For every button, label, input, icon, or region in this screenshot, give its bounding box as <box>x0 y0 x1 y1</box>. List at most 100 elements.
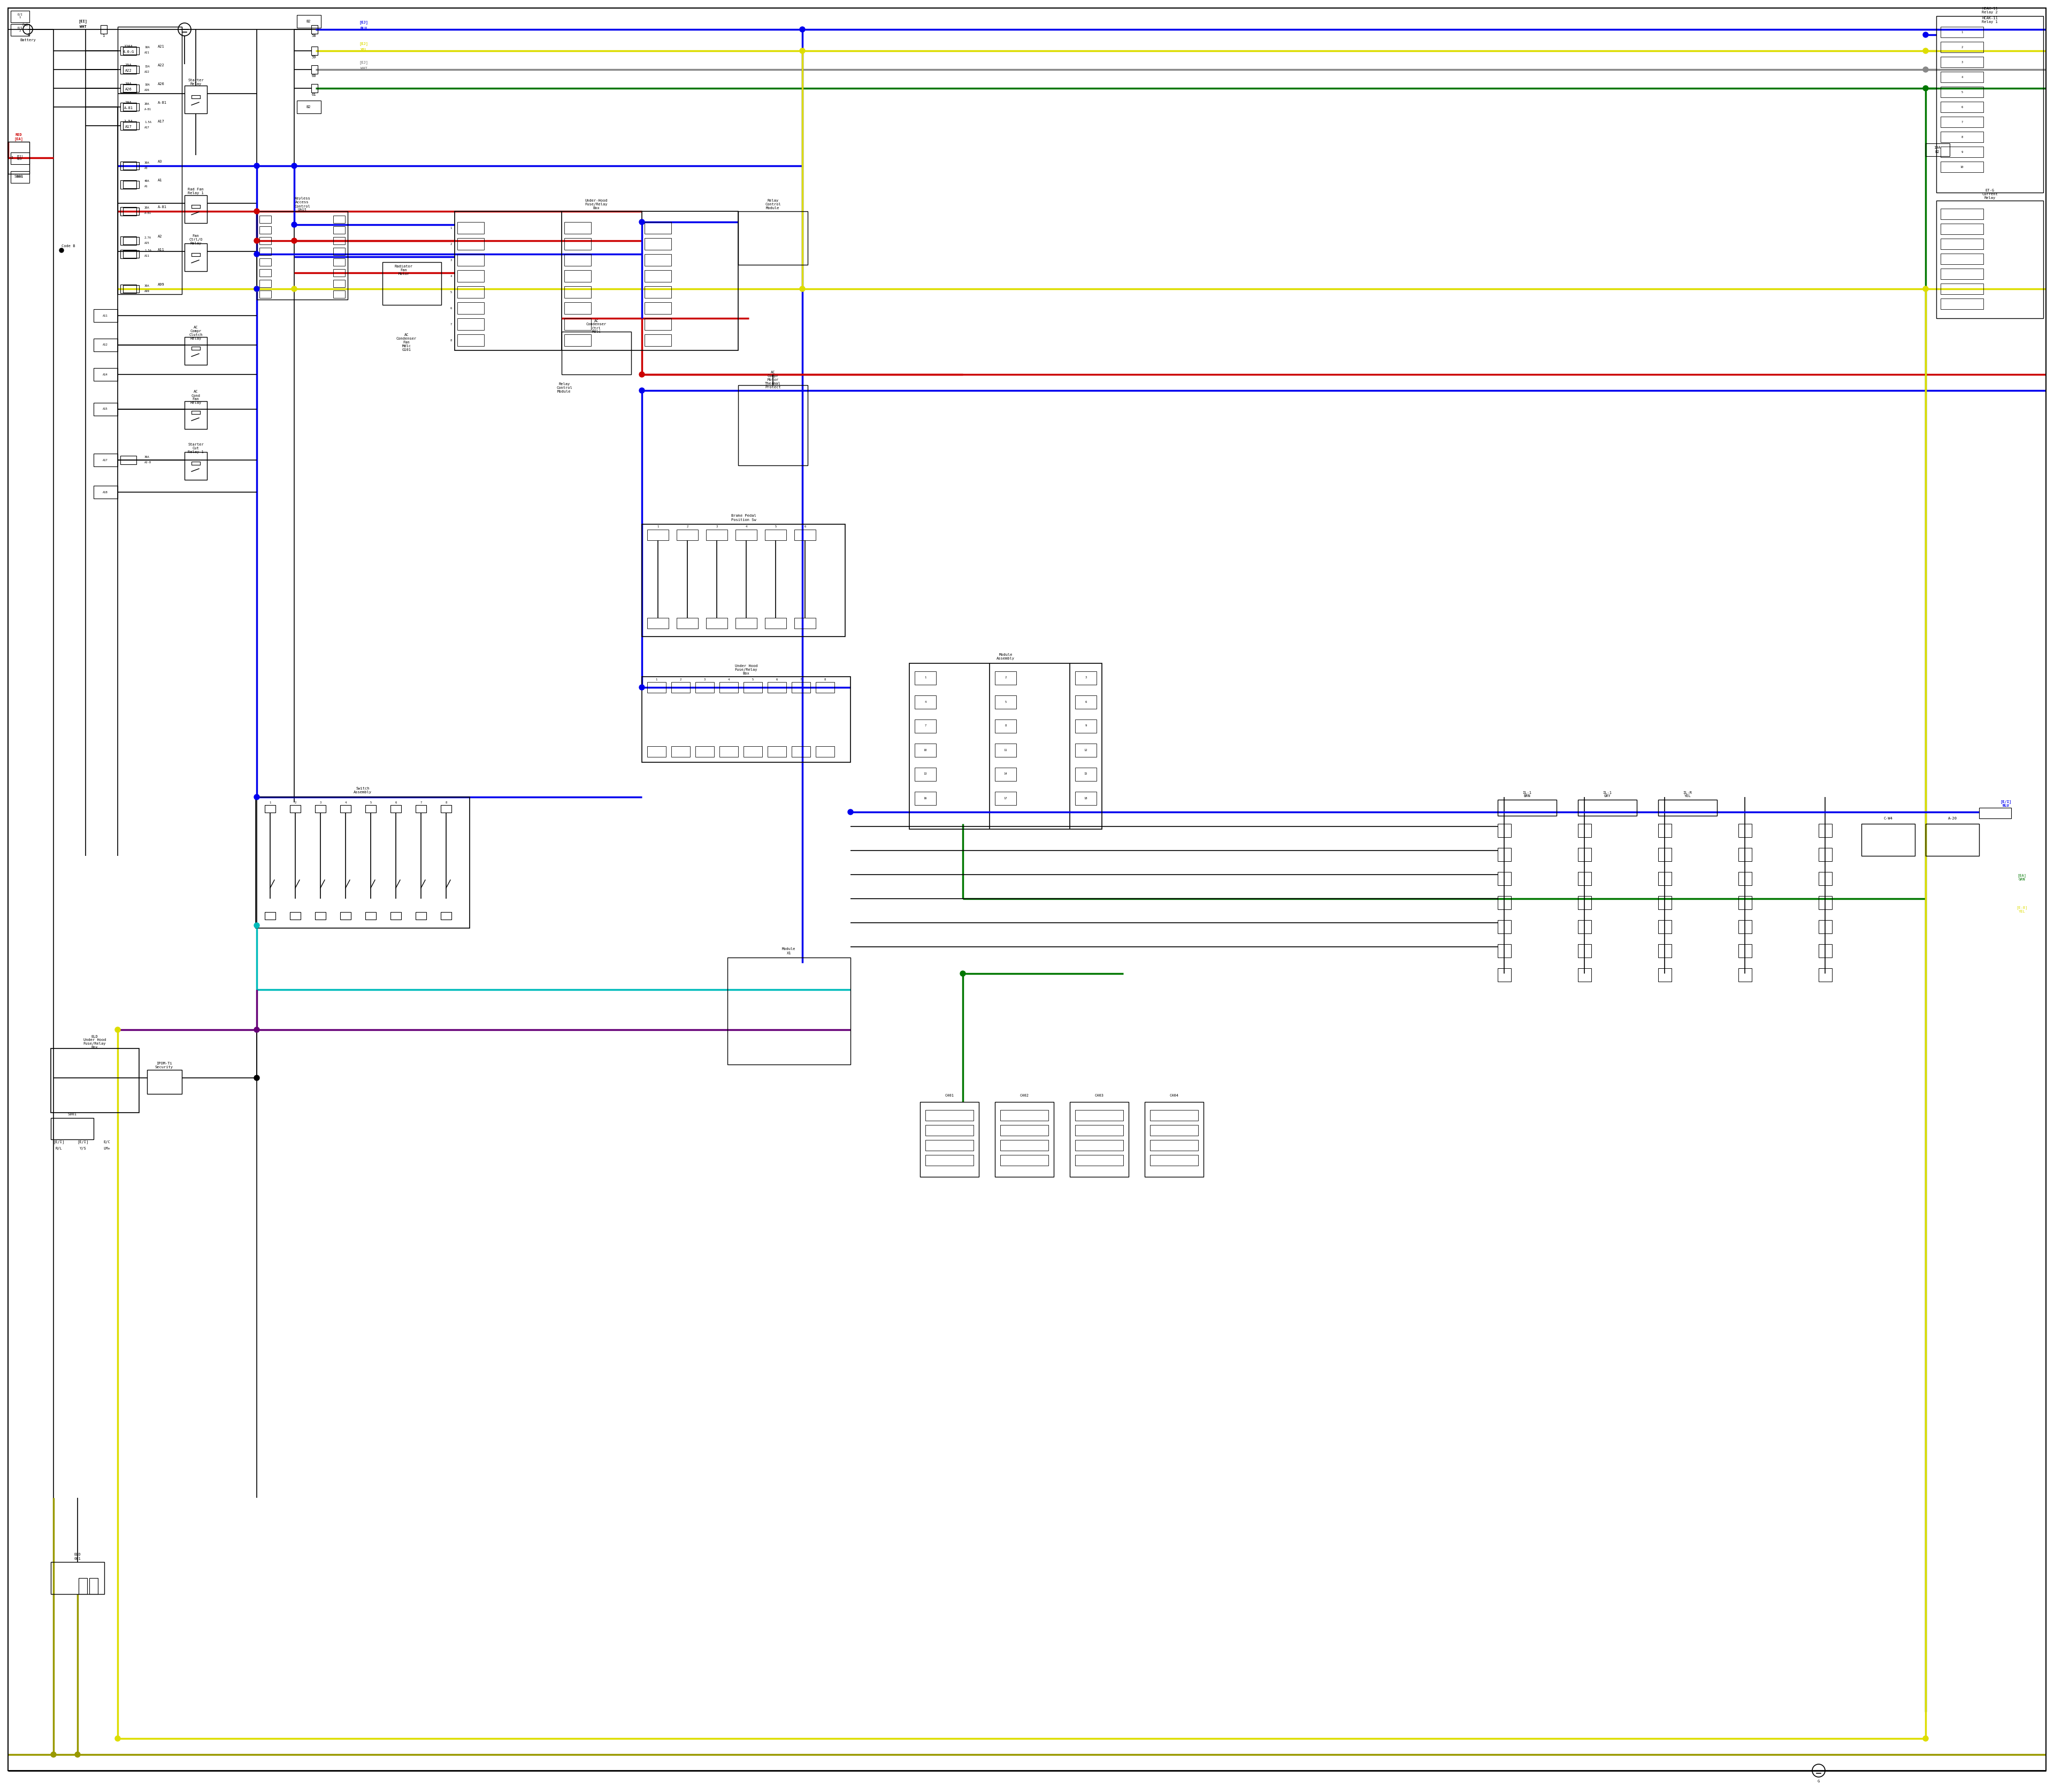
Bar <box>647 683 665 694</box>
Bar <box>1941 224 1984 235</box>
Text: [EJ]: [EJ] <box>359 41 368 47</box>
Text: HCAK-11
Relay 1: HCAK-11 Relay 1 <box>1982 16 1999 23</box>
Bar <box>10 172 29 183</box>
Text: Code B: Code B <box>62 244 76 247</box>
Bar <box>121 47 136 56</box>
Bar <box>737 385 807 466</box>
Text: 1.5A: 1.5A <box>123 120 134 124</box>
Bar <box>1941 72 1984 82</box>
Bar <box>314 805 327 812</box>
Bar <box>1074 744 1097 756</box>
Text: Under Hood
Fuse/Relay
Box: Under Hood Fuse/Relay Box <box>735 665 758 676</box>
Bar <box>1738 919 1752 934</box>
Bar <box>1074 767 1097 781</box>
Text: A22: A22 <box>144 70 150 73</box>
Text: 10: 10 <box>1960 165 1964 168</box>
Bar <box>333 237 345 244</box>
Bar <box>1818 896 1832 909</box>
Text: [E/I]
BLU: [E/I] BLU <box>2001 799 2011 806</box>
Bar <box>727 957 850 1064</box>
Text: IPOM-Ti
Security: IPOM-Ti Security <box>156 1063 173 1070</box>
Bar <box>1074 1109 1124 1120</box>
Bar <box>1941 147 1984 158</box>
Text: C-W4: C-W4 <box>1884 817 1892 821</box>
Bar <box>121 102 136 111</box>
Bar <box>744 745 762 756</box>
Bar <box>121 161 136 170</box>
Bar <box>290 805 300 812</box>
Text: Keyless
Access
Control
Unit: Keyless Access Control Unit <box>294 197 310 211</box>
Bar <box>442 805 452 812</box>
Bar <box>645 238 672 249</box>
Circle shape <box>1923 86 1929 91</box>
Bar <box>185 401 207 428</box>
Bar <box>123 66 140 73</box>
Text: Y/S: Y/S <box>80 1147 86 1150</box>
Circle shape <box>292 287 298 292</box>
Bar <box>458 254 485 265</box>
Bar <box>259 237 271 244</box>
Bar <box>645 271 672 281</box>
Bar <box>672 683 690 694</box>
Text: 14: 14 <box>1004 772 1006 776</box>
Text: AC
Condenser
Ctrl
Mdlc: AC Condenser Ctrl Mdlc <box>585 319 606 333</box>
Bar <box>1941 283 1984 294</box>
Bar <box>914 695 937 710</box>
Bar <box>123 285 140 292</box>
Text: [EI]: [EI] <box>78 20 88 23</box>
Bar <box>259 258 271 265</box>
Bar <box>994 792 1017 805</box>
Circle shape <box>1923 48 1929 54</box>
Text: Rad Fan
Relay 1: Rad Fan Relay 1 <box>187 188 203 195</box>
Bar <box>10 23 29 36</box>
Text: AC
Compr
Motor
Thermal
Protect: AC Compr Motor Thermal Protect <box>764 371 781 389</box>
Bar <box>994 767 1017 781</box>
Text: S001: S001 <box>16 176 23 177</box>
Bar <box>1497 848 1512 862</box>
Bar <box>1738 824 1752 837</box>
Text: Brake Pedal
Position Sw: Brake Pedal Position Sw <box>731 514 756 521</box>
Bar <box>1497 824 1512 837</box>
Bar <box>719 683 737 694</box>
Bar <box>1738 968 1752 982</box>
Text: A15: A15 <box>103 409 109 410</box>
Bar <box>123 208 140 215</box>
Circle shape <box>255 287 259 292</box>
Text: A1: A1 <box>158 179 162 181</box>
Bar <box>458 335 485 346</box>
Bar <box>768 683 787 694</box>
Bar <box>415 805 427 812</box>
Bar <box>994 719 1017 733</box>
Text: A21: A21 <box>144 52 150 54</box>
Text: 59: 59 <box>312 56 316 59</box>
Text: 4.0-G: 4.0-G <box>123 50 134 54</box>
Text: A11: A11 <box>144 254 150 258</box>
Bar <box>1658 848 1672 862</box>
Text: [E/I]: [E/I] <box>78 1140 88 1143</box>
Bar <box>123 181 140 188</box>
Text: C401: C401 <box>945 1093 953 1097</box>
Bar <box>1000 1109 1048 1120</box>
Bar <box>1941 161 1984 172</box>
Text: (+): (+) <box>23 23 29 27</box>
Text: 10A: 10A <box>144 84 150 86</box>
Text: A99: A99 <box>144 290 150 292</box>
Text: E/C: E/C <box>103 1140 111 1143</box>
Bar <box>1497 968 1512 982</box>
Bar <box>78 1579 86 1595</box>
Bar <box>1658 919 1672 934</box>
Text: WHT: WHT <box>359 66 368 70</box>
Bar <box>10 152 29 165</box>
Bar <box>791 683 811 694</box>
Bar <box>565 222 592 233</box>
Bar <box>333 226 345 233</box>
Bar <box>51 1118 94 1140</box>
Bar <box>94 453 117 466</box>
Bar <box>94 339 117 351</box>
Bar <box>707 618 727 629</box>
Text: [EA]: [EA] <box>14 138 23 142</box>
Bar <box>312 65 318 73</box>
Bar <box>185 244 207 271</box>
Bar <box>1941 27 1984 38</box>
Text: C402: C402 <box>1019 1093 1029 1097</box>
